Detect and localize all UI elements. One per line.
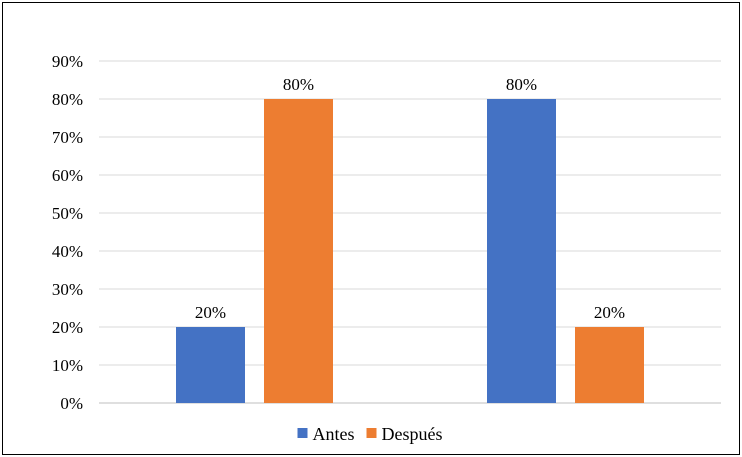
data-label: 80%	[283, 75, 314, 94]
y-tick-label: 60%	[52, 166, 83, 185]
legend: Antes Después	[297, 424, 443, 444]
bar-antes	[487, 99, 556, 403]
y-tick-label: 30%	[52, 280, 83, 299]
legend-swatch	[366, 428, 377, 438]
y-axis-tick-labels: 0% 10% 20% 30% 40% 50% 60% 70% 80% 90%	[52, 52, 83, 413]
y-tick-label: 50%	[52, 204, 83, 223]
bars	[176, 99, 644, 403]
data-labels: 20% 80% 80% 20%	[195, 75, 625, 322]
data-label: 20%	[195, 303, 226, 322]
bar-despu-s	[575, 327, 644, 403]
data-label: 80%	[506, 75, 537, 94]
y-tick-label: 90%	[52, 52, 83, 71]
data-label: 20%	[594, 303, 625, 322]
legend-label: Antes	[313, 424, 355, 444]
y-tick-label: 40%	[52, 242, 83, 261]
legend-label: Después	[382, 424, 443, 444]
y-tick-label: 20%	[52, 318, 83, 337]
bar-despu-s	[264, 99, 333, 403]
y-tick-label: 0%	[60, 394, 83, 413]
bar-antes	[176, 327, 245, 403]
y-tick-label: 10%	[52, 356, 83, 375]
legend-swatch	[297, 428, 308, 438]
y-tick-label: 80%	[52, 90, 83, 109]
y-tick-label: 70%	[52, 128, 83, 147]
